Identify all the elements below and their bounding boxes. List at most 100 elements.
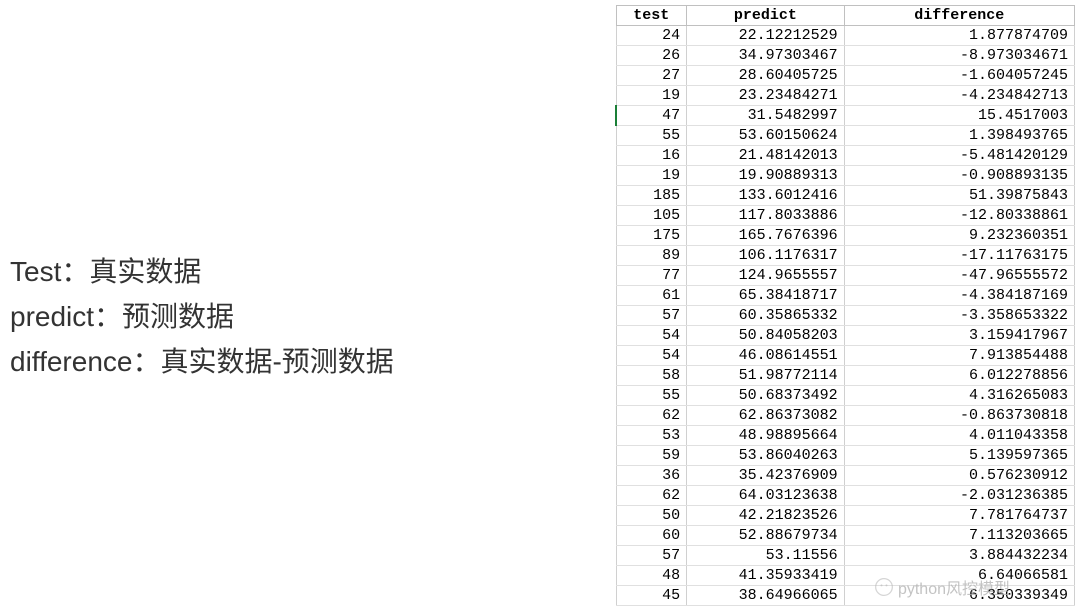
cell-test: 55 — [616, 126, 687, 146]
table-row: 5953.860402635.139597365 — [616, 446, 1075, 466]
cell-test: 61 — [616, 286, 687, 306]
cell-difference: -5.481420129 — [844, 146, 1074, 166]
cell-predict: 19.90889313 — [687, 166, 845, 186]
table-row: 6165.38418717-4.384187169 — [616, 286, 1075, 306]
table-row: 105117.8033886-12.80338861 — [616, 206, 1075, 226]
cell-predict: 53.60150624 — [687, 126, 845, 146]
table-row: 5348.988956644.011043358 — [616, 426, 1075, 446]
cell-predict: 38.64966065 — [687, 586, 845, 606]
cell-difference: 0.576230912 — [844, 466, 1074, 486]
cell-predict: 35.42376909 — [687, 466, 845, 486]
cell-difference: 3.884432234 — [844, 546, 1074, 566]
cell-test: 19 — [616, 86, 687, 106]
cell-difference: 51.39875843 — [844, 186, 1074, 206]
table-row: 3635.423769090.576230912 — [616, 466, 1075, 486]
cell-predict: 124.9655557 — [687, 266, 845, 286]
cell-difference: 4.011043358 — [844, 426, 1074, 446]
cell-test: 54 — [616, 326, 687, 346]
cell-difference: 7.113203665 — [844, 526, 1074, 546]
table-row: 5553.601506241.398493765 — [616, 126, 1075, 146]
table-row: 5446.086145517.913854488 — [616, 346, 1075, 366]
cell-test: 50 — [616, 506, 687, 526]
cell-test: 62 — [616, 486, 687, 506]
cell-predict: 41.35933419 — [687, 566, 845, 586]
cell-test: 58 — [616, 366, 687, 386]
cell-difference: -17.11763175 — [844, 246, 1074, 266]
table-row: 5450.840582033.159417967 — [616, 326, 1075, 346]
cell-difference: 5.139597365 — [844, 446, 1074, 466]
cell-difference: 9.232360351 — [844, 226, 1074, 246]
cell-difference: 7.913854488 — [844, 346, 1074, 366]
cell-test: 47 — [616, 106, 687, 126]
table-row: 1621.48142013-5.481420129 — [616, 146, 1075, 166]
cell-difference: -4.384187169 — [844, 286, 1074, 306]
table-row: 185133.601241651.39875843 — [616, 186, 1075, 206]
table-row: 6052.886797347.113203665 — [616, 526, 1075, 546]
cell-test: 36 — [616, 466, 687, 486]
cell-test: 45 — [616, 586, 687, 606]
cell-predict: 51.98772114 — [687, 366, 845, 386]
cell-test: 57 — [616, 306, 687, 326]
wechat-icon — [874, 577, 894, 597]
table-row: 2728.60405725-1.604057245 — [616, 66, 1075, 86]
cell-test: 24 — [616, 26, 687, 46]
cell-test: 59 — [616, 446, 687, 466]
cell-difference: 3.159417967 — [844, 326, 1074, 346]
cell-test: 26 — [616, 46, 687, 66]
cell-predict: 48.98895664 — [687, 426, 845, 446]
cell-difference: 6.012278856 — [844, 366, 1074, 386]
cell-predict: 106.1176317 — [687, 246, 845, 266]
cell-predict: 42.21823526 — [687, 506, 845, 526]
cell-predict: 165.7676396 — [687, 226, 845, 246]
cell-test: 55 — [616, 386, 687, 406]
data-table: test predict difference 2422.122125291.8… — [615, 5, 1075, 606]
cell-difference: -2.031236385 — [844, 486, 1074, 506]
table-row: 175165.76763969.232360351 — [616, 226, 1075, 246]
table-row: 1919.90889313-0.908893135 — [616, 166, 1075, 186]
table-header-row: test predict difference — [616, 6, 1075, 26]
legend-line-test: Test：真实数据 — [10, 250, 394, 295]
watermark: python风控模型 — [874, 575, 1010, 599]
cell-test: 60 — [616, 526, 687, 546]
cell-predict: 23.23484271 — [687, 86, 845, 106]
table-row: 2422.122125291.877874709 — [616, 26, 1075, 46]
cell-predict: 50.68373492 — [687, 386, 845, 406]
table-row: 89106.1176317-17.11763175 — [616, 246, 1075, 266]
table-row: 2634.97303467-8.973034671 — [616, 46, 1075, 66]
cell-difference: -12.80338861 — [844, 206, 1074, 226]
cell-difference: -4.234842713 — [844, 86, 1074, 106]
table-row: 5851.987721146.012278856 — [616, 366, 1075, 386]
header-test: test — [616, 6, 687, 26]
cell-predict: 60.35865332 — [687, 306, 845, 326]
cell-test: 27 — [616, 66, 687, 86]
cell-predict: 133.6012416 — [687, 186, 845, 206]
cell-difference: -0.863730818 — [844, 406, 1074, 426]
cell-predict: 65.38418717 — [687, 286, 845, 306]
cell-predict: 28.60405725 — [687, 66, 845, 86]
cell-test: 185 — [616, 186, 687, 206]
cell-difference: -8.973034671 — [844, 46, 1074, 66]
cell-test: 53 — [616, 426, 687, 446]
cell-predict: 31.5482997 — [687, 106, 845, 126]
cell-test: 77 — [616, 266, 687, 286]
cell-test: 57 — [616, 546, 687, 566]
cell-test: 89 — [616, 246, 687, 266]
table-row: 5760.35865332-3.358653322 — [616, 306, 1075, 326]
cell-difference: 4.316265083 — [844, 386, 1074, 406]
table-body: 2422.122125291.8778747092634.97303467-8.… — [616, 26, 1075, 606]
watermark-text: python风控模型 — [898, 575, 1010, 599]
cell-test: 19 — [616, 166, 687, 186]
table-row: 6264.03123638-2.031236385 — [616, 486, 1075, 506]
cell-test: 48 — [616, 566, 687, 586]
cell-predict: 52.88679734 — [687, 526, 845, 546]
table-row: 1923.23484271-4.234842713 — [616, 86, 1075, 106]
cell-predict: 117.8033886 — [687, 206, 845, 226]
cell-difference: 1.877874709 — [844, 26, 1074, 46]
table-row: 6262.86373082-0.863730818 — [616, 406, 1075, 426]
header-predict: predict — [687, 6, 845, 26]
cell-predict: 64.03123638 — [687, 486, 845, 506]
cell-difference: -0.908893135 — [844, 166, 1074, 186]
legend-line-predict: predict：预测数据 — [10, 295, 394, 340]
cell-predict: 53.86040263 — [687, 446, 845, 466]
legend-line-difference: difference：真实数据-预测数据 — [10, 340, 394, 385]
